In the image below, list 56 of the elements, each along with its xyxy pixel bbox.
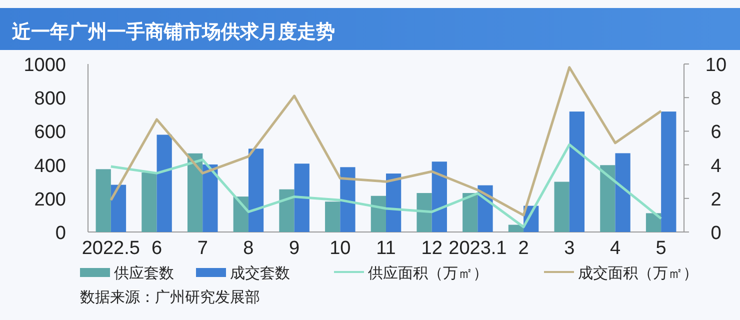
bar [462,193,478,232]
y2-tick-label: 0 [710,223,722,244]
line-series [110,143,662,228]
x-tick-label: 7 [197,238,208,259]
bar [370,196,386,232]
bar [386,174,402,232]
x-tick-label: 4 [610,238,621,259]
x-tick-label: 9 [289,238,300,259]
bar [615,153,630,232]
x-tick-label: 8 [243,238,254,259]
y2-tick-label: 4 [710,156,722,177]
y-tick-label: 400 [34,156,66,177]
y-tick-label: 200 [34,189,66,210]
y-tick-label: 1000 [24,55,66,76]
y-tick-label: 0 [55,223,66,244]
bar [554,182,570,232]
x-tick-label: 2 [518,238,529,259]
bar [187,153,203,232]
legend-label: 供应套数 [114,265,174,282]
bar [416,193,432,232]
bar [340,167,356,232]
bar [202,164,218,232]
bar [96,169,111,232]
bar [156,134,172,232]
x-tick-label: 2022.5 [82,238,140,259]
bar [279,189,294,232]
x-tick-label: 10 [330,238,351,259]
bar [248,148,264,232]
x-tick-label: 5 [656,238,666,259]
y2-tick-label: 6 [710,122,722,144]
line-series [110,66,662,216]
y2-tick-label: 8 [710,88,722,110]
y-tick-label: 800 [34,88,66,110]
y2-tick-label: 10 [705,55,727,76]
legend-label: 成交套数 [230,265,290,282]
bar [325,202,340,232]
source-note: 数据来源：广州研究发展部 [80,289,260,306]
y-tick-label: 600 [34,122,66,144]
bar [569,112,585,232]
chart-title: 近一年广州一手商铺市场供求月度走势 [11,21,335,43]
y2-tick-label: 2 [710,189,722,210]
x-tick-label: 11 [376,238,396,259]
bar [432,162,447,232]
x-tick-label: 3 [564,238,575,259]
bar [646,213,662,232]
bar [294,164,310,232]
legend-label: 供应面积（万㎡） [368,265,488,282]
bar [110,184,126,232]
legend-label: 成交面积（万㎡） [578,265,698,282]
x-tick-label: 2023.1 [448,238,507,259]
x-tick-label: 12 [421,238,442,259]
bar [142,172,157,232]
x-tick-label: 6 [151,238,162,259]
bar [661,112,676,232]
bar [233,196,248,232]
bar [600,165,616,232]
